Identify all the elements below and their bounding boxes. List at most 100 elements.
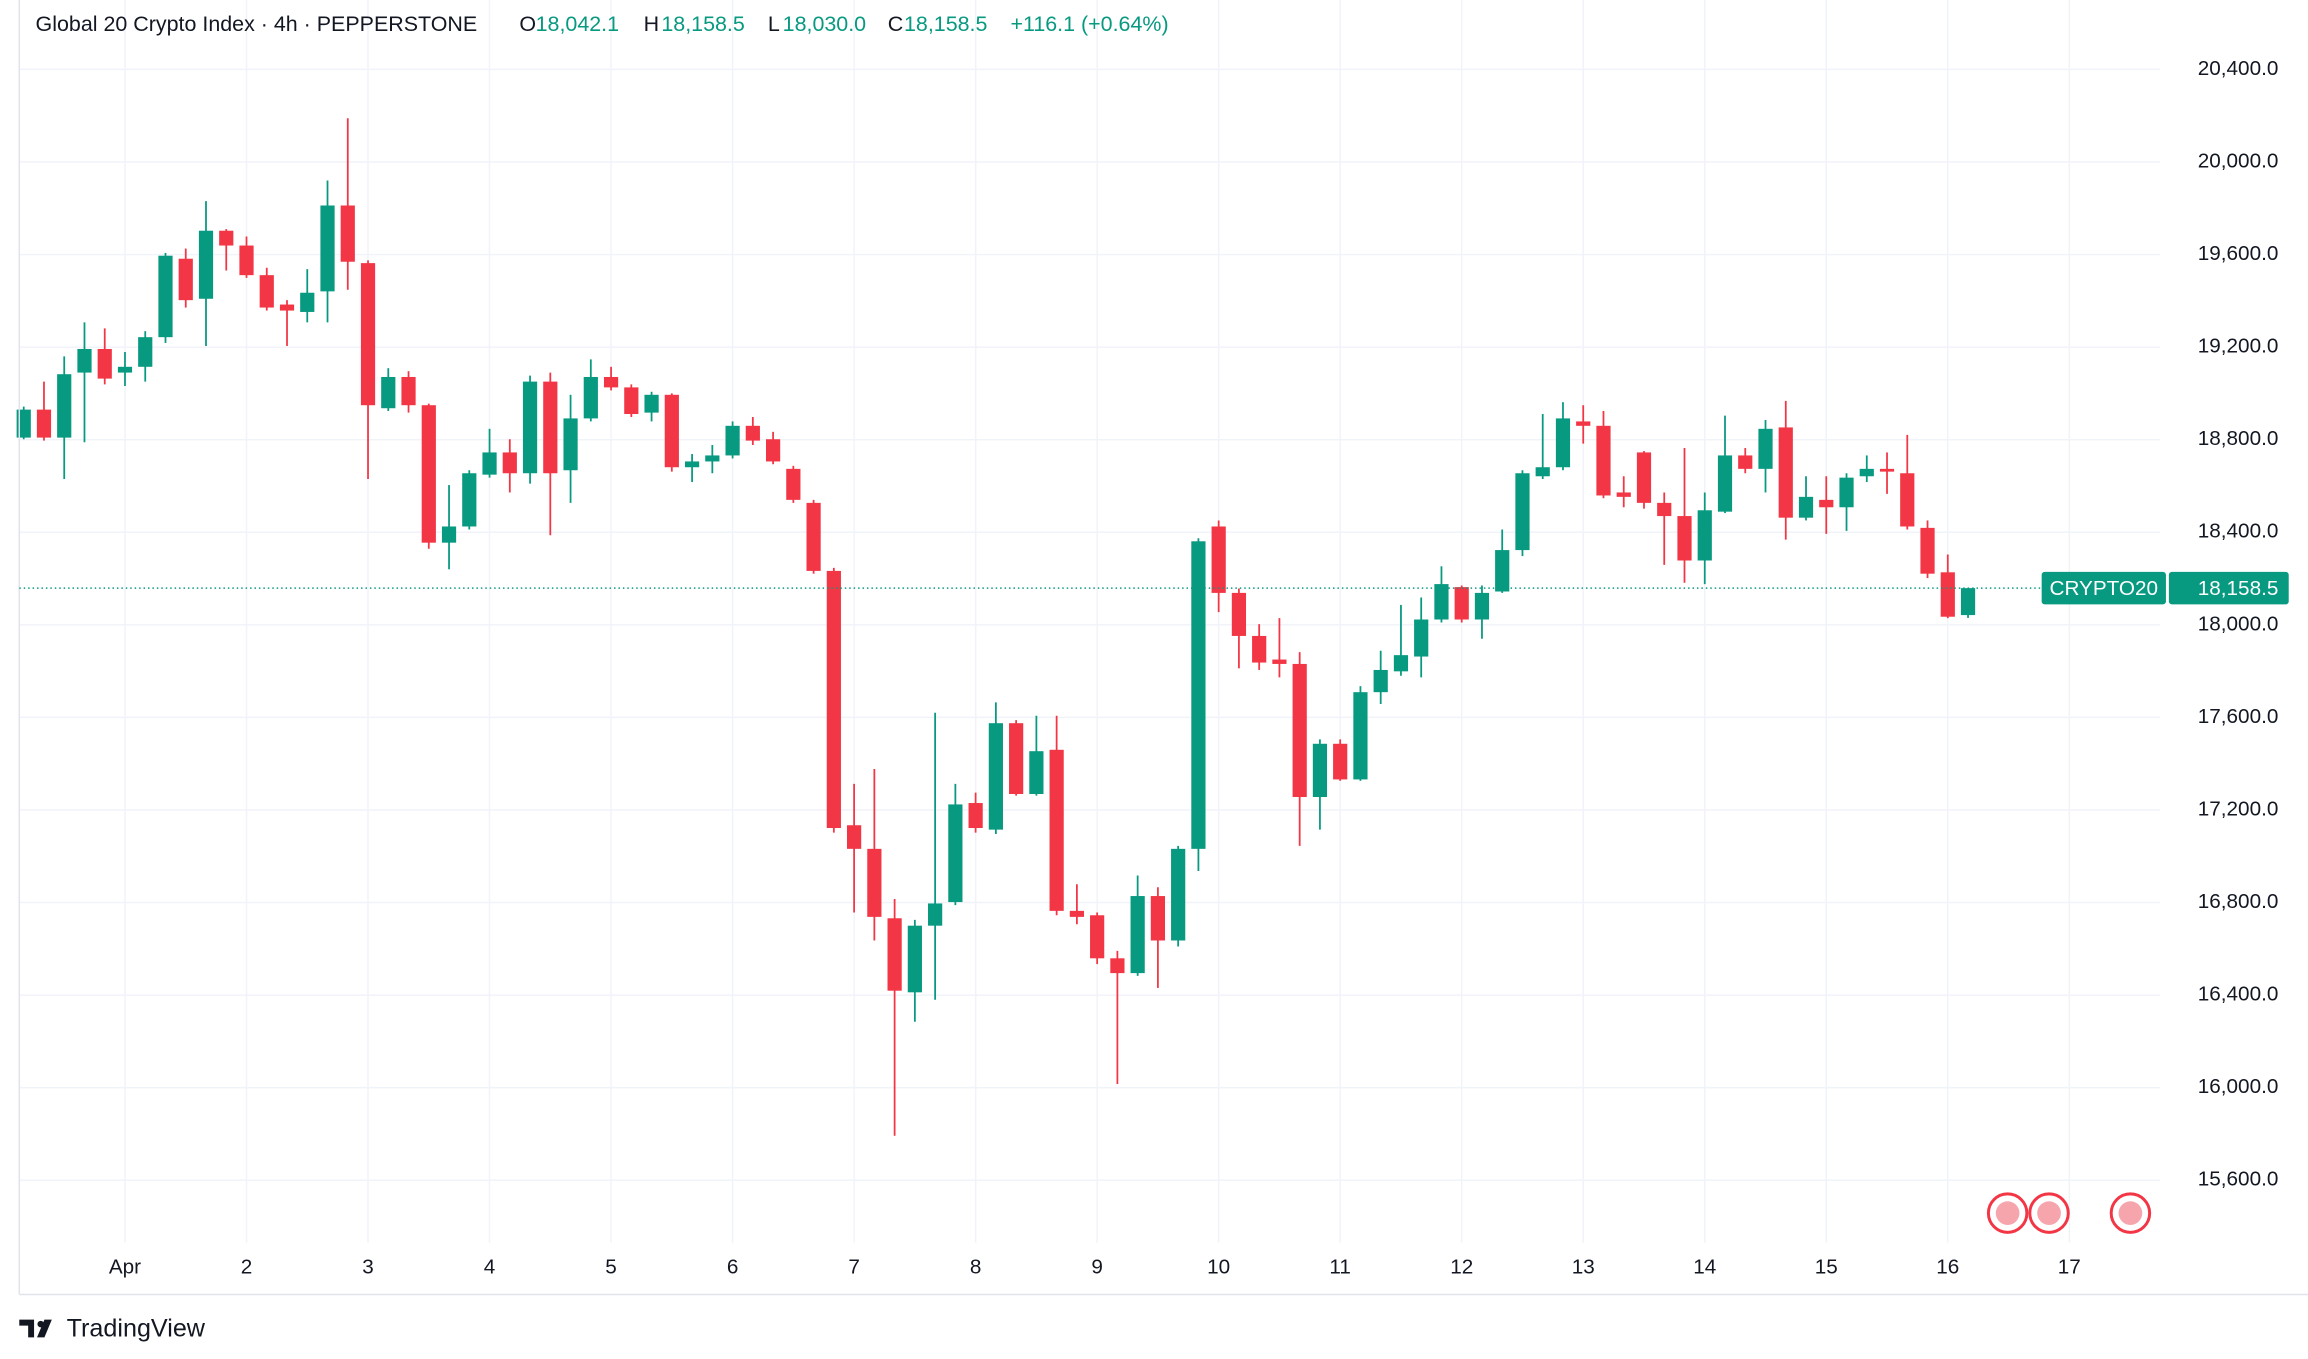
x-tick-label: 9	[1091, 1255, 1103, 1278]
candle-body	[664, 394, 679, 468]
candle-body	[1231, 592, 1247, 636]
x-tick-label: 3	[362, 1255, 374, 1278]
candle-body	[765, 439, 781, 462]
candle-body	[1029, 751, 1044, 794]
candle-body	[198, 230, 214, 299]
candle-body	[340, 205, 355, 262]
candle-body	[441, 526, 457, 543]
candle-body	[1393, 655, 1409, 672]
candle-body	[239, 245, 254, 276]
x-tick-label: 5	[605, 1255, 617, 1278]
y-tick-label: 20,400.0	[2198, 57, 2279, 80]
candle-body	[36, 409, 52, 438]
candle-body	[786, 468, 801, 500]
candle-body	[583, 376, 598, 419]
candle-body	[988, 723, 1003, 830]
y-tick-label: 15,600.0	[2198, 1168, 2279, 1191]
y-tick-label: 18,000.0	[2198, 612, 2279, 635]
candle-body	[1191, 541, 1206, 849]
header-label: C	[888, 12, 903, 36]
header-value: 18,030.0	[783, 12, 867, 36]
candle-body	[360, 263, 376, 406]
logo-mark	[19, 1319, 52, 1338]
candle-body	[543, 381, 558, 474]
candle-body	[1839, 477, 1854, 508]
candle-body	[1859, 468, 1874, 477]
candle-body	[1616, 492, 1631, 497]
x-tick-label: 16	[1936, 1255, 1959, 1278]
y-tick-label: 16,400.0	[2198, 983, 2279, 1006]
candle-body	[259, 275, 274, 308]
candle-body	[1778, 427, 1793, 518]
candle-body	[1353, 692, 1368, 780]
candle-body	[948, 804, 963, 903]
candle-body	[1454, 587, 1469, 620]
candle-body	[1819, 499, 1834, 508]
candle-body	[603, 376, 619, 388]
candle-body	[887, 918, 902, 991]
x-tick-label: 17	[2058, 1255, 2081, 1278]
candle-body	[1312, 743, 1328, 798]
candle-body	[1576, 421, 1591, 426]
y-tick-label: 16,000.0	[2198, 1075, 2279, 1098]
candle-body	[684, 461, 700, 468]
candle-body	[1252, 635, 1267, 663]
candle-body	[178, 258, 193, 301]
candle-body	[1292, 663, 1307, 798]
candle-body	[300, 292, 315, 312]
x-tick-label: 13	[1572, 1255, 1595, 1278]
candle-body	[1150, 896, 1166, 941]
candle-body	[117, 366, 133, 373]
candle-body	[97, 348, 112, 379]
candle-body	[1535, 467, 1550, 477]
candle-body	[968, 803, 983, 829]
price-tag	[2168, 571, 2289, 605]
candle-body	[522, 381, 538, 474]
candle-body	[401, 376, 416, 406]
x-tick-label: 12	[1450, 1255, 1473, 1278]
candle-body	[1333, 743, 1348, 780]
x-tick-label: 6	[727, 1255, 739, 1278]
x-tick-label: 10	[1207, 1255, 1230, 1278]
candle-body	[847, 825, 862, 849]
y-tick-label: 19,200.0	[2198, 335, 2279, 358]
candle-body	[1738, 455, 1753, 469]
candle-body	[1090, 915, 1105, 959]
candle-body	[1373, 669, 1388, 693]
candle-body	[138, 337, 153, 367]
candle-body	[1900, 473, 1915, 527]
candle-body	[1495, 550, 1510, 592]
x-tick-label: 14	[1693, 1255, 1716, 1278]
header-value: 18,158.5	[661, 12, 745, 36]
candle-body	[1515, 473, 1530, 551]
candle-body	[1434, 584, 1449, 620]
y-tick-label: 18,400.0	[2198, 520, 2279, 543]
candle-body	[1960, 588, 1976, 616]
candle-body	[867, 848, 882, 917]
candle-body	[279, 304, 295, 311]
logo	[19, 1319, 52, 1338]
candle-body	[1009, 723, 1024, 794]
x-tick-label: 7	[848, 1255, 860, 1278]
candle-body	[806, 502, 821, 571]
candle-body	[77, 348, 92, 373]
candle-body	[219, 230, 234, 246]
candle-body	[502, 452, 517, 474]
candle-body	[563, 418, 578, 471]
y-tick-label: 16,800.0	[2198, 890, 2279, 913]
candle-body	[1049, 749, 1064, 911]
candle-body	[1171, 848, 1186, 941]
header-label: L	[768, 12, 780, 36]
candle-body	[482, 452, 497, 475]
event-flags[interactable]	[1986, 1192, 2152, 1234]
x-tick-label: 8	[970, 1255, 982, 1278]
candle-body	[1879, 468, 1895, 472]
symbol-tag-label: CRYPTO20	[2050, 577, 2159, 600]
flag-icon-inner	[2118, 1201, 2143, 1225]
y-tick-label: 17,200.0	[2198, 797, 2279, 820]
candle-body	[57, 374, 72, 438]
y-tick-label: 18,800.0	[2198, 427, 2279, 450]
candle-body	[1596, 425, 1611, 496]
x-tick-label: 4	[484, 1255, 496, 1278]
